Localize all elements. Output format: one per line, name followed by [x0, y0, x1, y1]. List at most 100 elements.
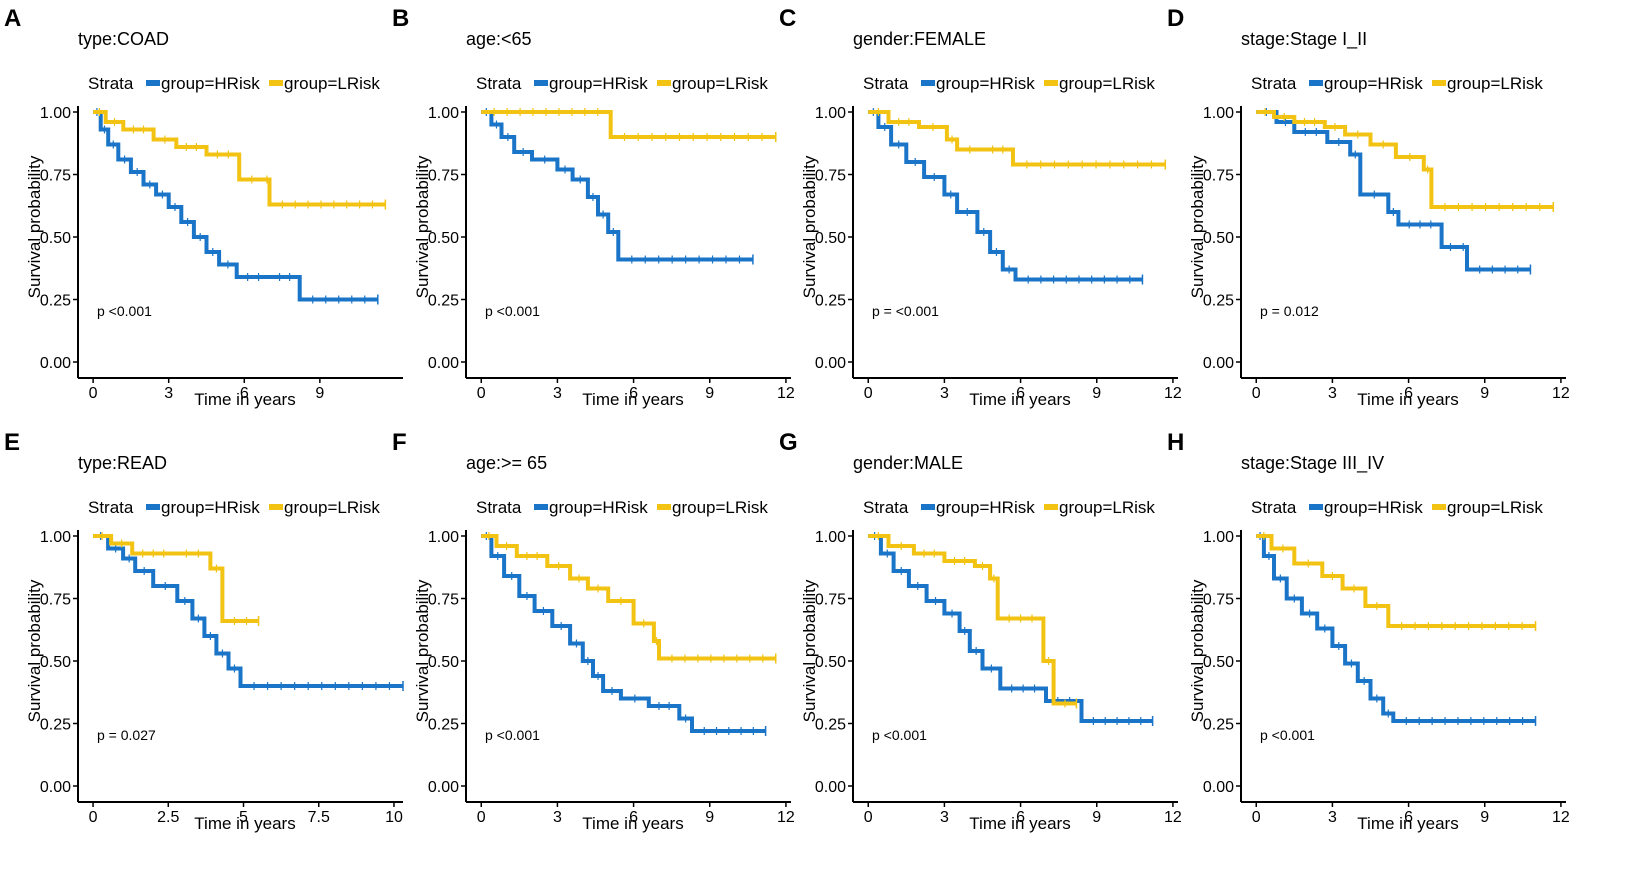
legend-title: Strata	[863, 498, 909, 517]
y-tick-label: 1.00	[1203, 105, 1234, 122]
x-tick-label: 6	[629, 809, 638, 826]
x-tick-label: 0	[864, 385, 873, 402]
legend-label-hrisk: group=HRisk	[549, 74, 648, 93]
y-tick-label: 0.75	[428, 592, 459, 609]
p-value: p <0.001	[1260, 727, 1315, 743]
x-tick-label: 0	[1252, 385, 1261, 402]
x-tick-label: 9	[1480, 809, 1489, 826]
x-tick-label: 0	[89, 809, 98, 826]
x-tick-label: 6	[1016, 809, 1025, 826]
x-tick-label: 12	[777, 385, 795, 402]
x-tick-label: 6	[1016, 385, 1025, 402]
legend-label-hrisk: group=HRisk	[1324, 498, 1423, 517]
x-tick-label: 3	[1328, 385, 1337, 402]
legend-label-lrisk: group=LRisk	[672, 74, 768, 93]
y-tick-label: 1.00	[428, 105, 459, 122]
censor-marks-hrisk	[873, 532, 1154, 726]
x-tick-label: 0	[477, 809, 486, 826]
x-tick-label: 12	[1552, 385, 1570, 402]
y-tick-label: 0.00	[815, 779, 846, 796]
panel-title: stage:Stage I_II	[1241, 29, 1367, 50]
survival-curve-lrisk	[93, 534, 259, 623]
x-axis-label: Time in years	[582, 814, 683, 833]
panel-title: age:<65	[466, 29, 532, 49]
survival-curve-hrisk	[1256, 110, 1531, 272]
x-axis-label: Time in years	[194, 814, 295, 833]
y-tick-label: 0.00	[1203, 779, 1234, 796]
x-tick-label: 6	[629, 385, 638, 402]
legend-title: Strata	[863, 74, 909, 93]
y-tick-label: 0.25	[1203, 293, 1234, 310]
legend: Strata group=HRisk group=LRisk	[476, 74, 768, 93]
y-axis-label: Survival probability	[413, 155, 432, 298]
x-tick-label: 0	[89, 385, 98, 402]
censor-marks-lrisk	[1263, 532, 1537, 631]
censor-marks-hrisk	[1259, 532, 1537, 726]
y-tick-label: 0.50	[815, 230, 846, 247]
p-value: p <0.001	[485, 303, 540, 319]
censor-marks-lrisk	[101, 532, 260, 626]
y-tick-label: 0.50	[428, 230, 459, 247]
y-tick-label: 1.00	[815, 105, 846, 122]
survival-curve-hrisk	[93, 534, 403, 688]
x-tick-label: 6	[240, 385, 249, 402]
x-tick-label: 3	[553, 809, 562, 826]
y-tick-label: 0.75	[815, 592, 846, 609]
legend: Strata group=HRisk group=LRisk	[1251, 74, 1543, 93]
y-tick-label: 0.50	[815, 654, 846, 671]
x-axis-label: Time in years	[1357, 390, 1458, 409]
censor-marks-lrisk	[877, 532, 1078, 709]
survival-curve-hrisk	[481, 110, 753, 262]
survival-curve-hrisk	[868, 110, 1143, 282]
panel-letter: G	[779, 429, 798, 456]
x-tick-label: 3	[164, 385, 173, 402]
y-tick-label: 0.25	[40, 717, 71, 734]
legend-label-hrisk: group=HRisk	[549, 498, 648, 517]
y-tick-label: 0.00	[40, 355, 71, 372]
censor-marks-lrisk	[1264, 108, 1555, 212]
legend-label-hrisk: group=HRisk	[1324, 74, 1423, 93]
censor-marks-hrisk	[485, 108, 754, 265]
censor-marks-lrisk	[493, 108, 777, 142]
y-tick-label: 0.25	[1203, 717, 1234, 734]
y-tick-label: 0.75	[1203, 592, 1234, 609]
y-tick-label: 0.50	[40, 230, 71, 247]
y-tick-label: 0.50	[1203, 654, 1234, 671]
legend-label-lrisk: group=LRisk	[1059, 498, 1155, 517]
survival-curve-hrisk	[481, 534, 766, 733]
x-tick-label: 12	[1164, 385, 1182, 402]
censor-marks-lrisk	[877, 108, 1167, 170]
y-tick-label: 0.50	[40, 654, 71, 671]
legend: Strata group=HRisk group=LRisk	[863, 74, 1155, 93]
panel-letter: H	[1167, 429, 1184, 456]
x-tick-label: 5	[239, 809, 248, 826]
legend-label-hrisk: group=HRisk	[936, 74, 1035, 93]
panel-letter: E	[4, 429, 20, 456]
legend-title: Strata	[476, 74, 522, 93]
censor-marks-hrisk	[99, 532, 404, 691]
survival-curve-hrisk	[1256, 534, 1536, 723]
y-tick-label: 0.50	[428, 654, 459, 671]
x-axis-label: Time in years	[194, 390, 295, 409]
x-tick-label: 7.5	[308, 809, 330, 826]
panel-title: stage:Stage III_IV	[1241, 453, 1384, 474]
panel-title: type:READ	[78, 453, 167, 473]
y-tick-label: 0.25	[815, 717, 846, 734]
p-value: p = 0.027	[97, 727, 156, 743]
legend: Strata group=HRisk group=LRisk	[863, 498, 1155, 517]
x-axis-label: Time in years	[582, 390, 683, 409]
y-axis-label: Survival probability	[1188, 579, 1207, 722]
legend-label-lrisk: group=LRisk	[672, 498, 768, 517]
x-tick-label: 9	[705, 809, 714, 826]
y-axis-label: Survival probability	[25, 579, 44, 722]
x-tick-label: 2.5	[157, 809, 179, 826]
y-tick-label: 0.75	[815, 168, 846, 185]
legend-label-hrisk: group=HRisk	[161, 498, 260, 517]
y-tick-label: 1.00	[428, 529, 459, 546]
y-tick-label: 0.75	[40, 592, 71, 609]
censor-marks-hrisk	[872, 108, 1144, 285]
y-tick-label: 0.25	[428, 293, 459, 310]
